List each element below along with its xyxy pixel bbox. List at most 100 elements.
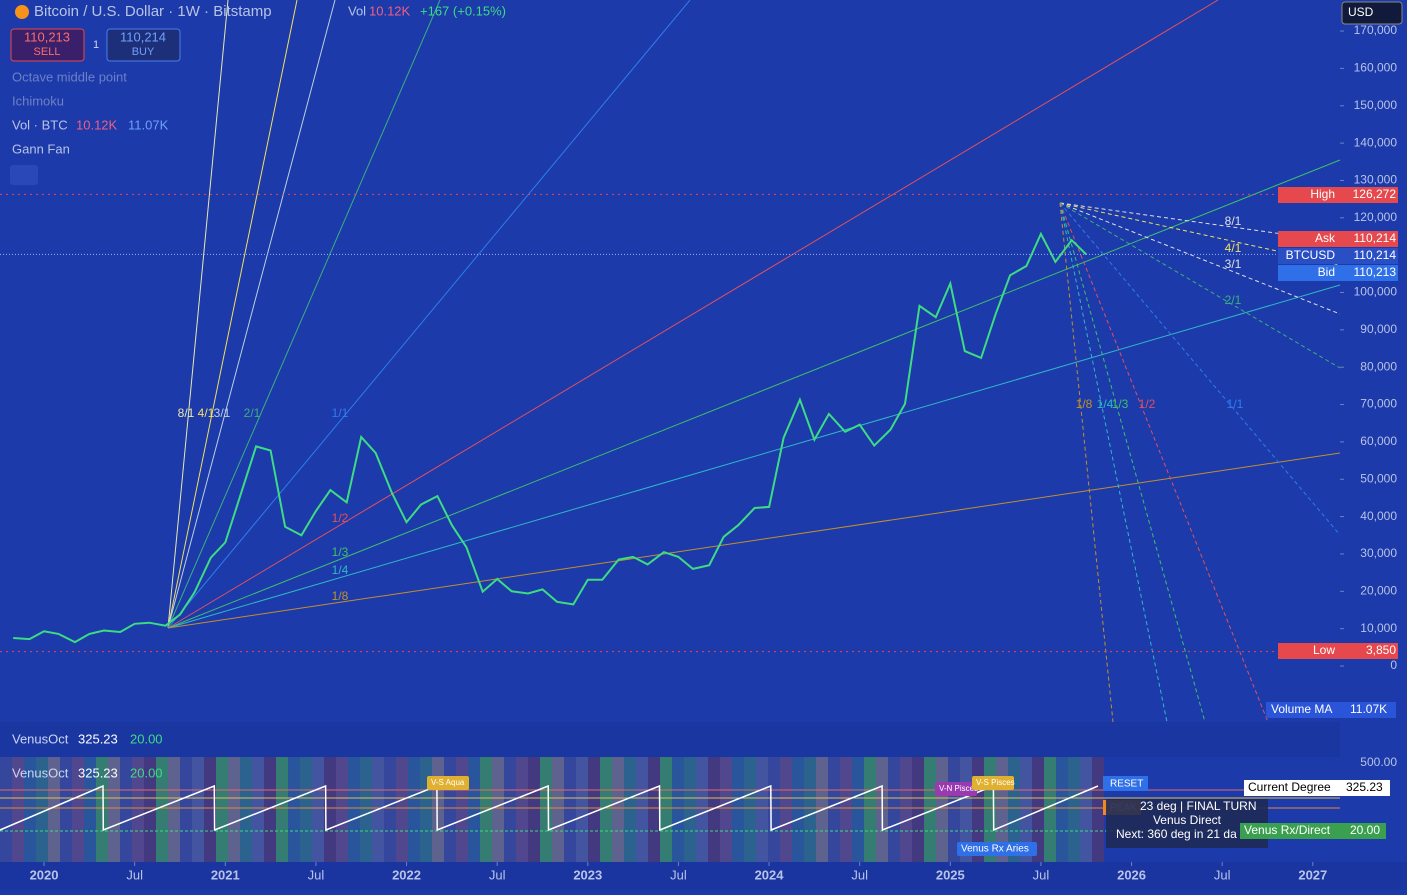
vol-label: Vol	[348, 3, 366, 18]
x-tick-label: Jul	[670, 867, 687, 882]
fan-label: 3/1	[214, 406, 231, 420]
fan-line	[167, 0, 691, 629]
cycle-band	[408, 757, 420, 862]
cycle-band	[204, 757, 216, 862]
cycle-band	[60, 757, 72, 862]
x-tick-label: Jul	[1033, 867, 1050, 882]
cycle-band	[528, 757, 540, 862]
cycle-band	[1044, 757, 1056, 862]
cycle-band	[672, 757, 684, 862]
cycle-band	[888, 757, 900, 862]
fan-line	[167, 159, 1341, 629]
fan-line	[167, 0, 1219, 629]
cycle-band	[480, 757, 492, 862]
fan-label: 4/1	[198, 406, 215, 420]
legend-ichimoku[interactable]: Ichimoku	[12, 93, 64, 108]
cycle-band	[732, 757, 744, 862]
fan-line	[1059, 202, 1341, 315]
sell-label: SELL	[34, 46, 61, 58]
cycle-band	[1020, 757, 1032, 862]
sell-price: 110,213	[24, 29, 70, 44]
cycle-band	[1056, 757, 1068, 862]
buy-button[interactable]	[106, 28, 181, 62]
cycle-band	[300, 757, 312, 862]
cycle-saw	[0, 784, 1099, 832]
sell-button[interactable]	[10, 28, 85, 62]
cycle-band	[612, 757, 624, 862]
indicator-text: VenusOct	[12, 765, 69, 780]
legend-vol[interactable]: Vol · BTC	[12, 117, 68, 132]
change: +167 (+0.15%)	[420, 3, 506, 18]
cycle-band	[564, 757, 576, 862]
cycle-band	[84, 757, 96, 862]
cycle-band	[636, 757, 648, 862]
y-tick-label: 20,000	[1360, 583, 1397, 597]
gann-fan	[167, 0, 1341, 723]
cycle-band	[348, 757, 360, 862]
cycle-band	[516, 757, 528, 862]
cycle-band	[552, 757, 564, 862]
y-tick-label: 100,000	[1354, 285, 1398, 299]
cycle-band	[444, 757, 456, 862]
cycle-band	[1092, 757, 1104, 862]
cycle-band	[744, 757, 756, 862]
fan-line	[1059, 202, 1341, 536]
legend-octave[interactable]: Octave middle point	[12, 69, 127, 84]
y-tick-label: 120,000	[1354, 210, 1398, 224]
indicator-text: VenusOct	[12, 731, 69, 746]
btc-icon	[15, 5, 29, 19]
fan-label: 1/4	[1097, 397, 1114, 411]
cycle-band	[792, 757, 804, 862]
fan-label: 1/2	[1139, 397, 1156, 411]
cycle-band	[396, 757, 408, 862]
cycle-band	[1068, 757, 1080, 862]
y-tick-label: 130,000	[1354, 173, 1398, 187]
cycle-band	[264, 757, 276, 862]
cycle-band	[384, 757, 396, 862]
cycle-band	[36, 757, 48, 862]
legend-gann[interactable]: Gann Fan	[12, 141, 70, 156]
price-tag-value: 126,272	[1353, 187, 1397, 201]
currency-select[interactable]	[1341, 1, 1403, 25]
cycle-band	[540, 757, 552, 862]
price-tag-value: 110,214	[1354, 248, 1397, 262]
cycle-band	[192, 757, 204, 862]
current-tag	[1244, 780, 1390, 796]
fan-line	[1059, 202, 1168, 723]
indicator-text: Next: 360 deg in 21 da	[1116, 827, 1237, 841]
price-tag	[1278, 231, 1398, 247]
cycle-band	[1080, 757, 1092, 862]
price-tag	[1278, 187, 1398, 203]
fan-label: 1/8	[1076, 397, 1093, 411]
x-tick-label: 2023	[573, 867, 602, 882]
fan-line	[167, 0, 336, 629]
x-tick-label: Jul	[1214, 867, 1231, 882]
cycle-band	[648, 757, 660, 862]
fan-line	[1059, 202, 1206, 723]
event-tag	[427, 776, 469, 790]
cycle-band	[828, 757, 840, 862]
cycle-band	[0, 757, 12, 862]
x-tick-label: 2021	[211, 867, 240, 882]
indicator-text: RESET	[1110, 779, 1143, 790]
cycle-band	[756, 757, 768, 862]
cycle-band	[432, 757, 444, 862]
symbol-title: Bitcoin / U.S. Dollar · 1W · Bitstamp	[34, 3, 272, 20]
rx-tag	[1240, 823, 1386, 839]
cycle-band	[156, 757, 168, 862]
cycle-band	[696, 757, 708, 862]
cycle-band	[336, 757, 348, 862]
time-axis-bg	[0, 862, 1407, 890]
pane-sep	[0, 722, 1340, 757]
fan-label: 1/4	[332, 563, 349, 577]
cycle-band	[588, 757, 600, 862]
collapse-button[interactable]	[10, 165, 38, 185]
price-tag-name: Bid	[1318, 265, 1335, 279]
cycle-band	[12, 757, 24, 862]
price-tag-value: 110,213	[1354, 265, 1397, 279]
y-tick-label: 140,000	[1354, 135, 1398, 149]
cycle-band	[708, 757, 720, 862]
cycle-band	[216, 757, 228, 862]
cycle-band	[852, 757, 864, 862]
